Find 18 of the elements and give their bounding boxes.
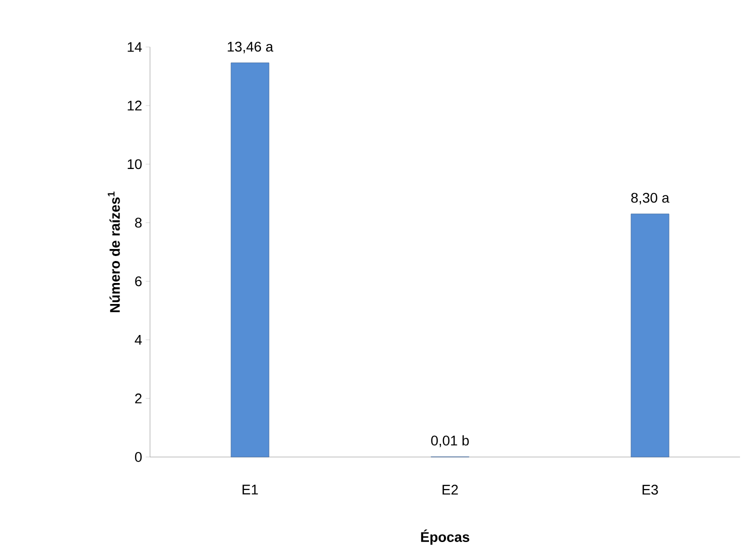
data-label: 0,01 b (431, 435, 469, 448)
x-tick-label: E1 (242, 484, 258, 494)
y-tick-label: 10 (128, 159, 142, 170)
x-tick-label: E2 (442, 484, 458, 495)
data-label: 8,30 a (631, 192, 670, 204)
y-tick-label: 2 (135, 394, 142, 404)
y-tick-label: 8 (135, 218, 142, 228)
y-axis-title: Número de raízes$^{1}$ (108, 192, 120, 312)
y-tick-label: 6 (135, 276, 142, 286)
bar (230, 62, 270, 458)
x-axis-title: Épocas (421, 529, 470, 545)
y-tick-label: 4 (134, 335, 142, 345)
y-tick-label: 14 (128, 42, 142, 52)
y-tick-label: 0 (135, 452, 142, 462)
y-tick-label: 12 (128, 100, 142, 110)
data-label: 13,46 a (228, 42, 274, 54)
x-tick-label: E3 (642, 484, 658, 495)
bar (630, 214, 670, 458)
